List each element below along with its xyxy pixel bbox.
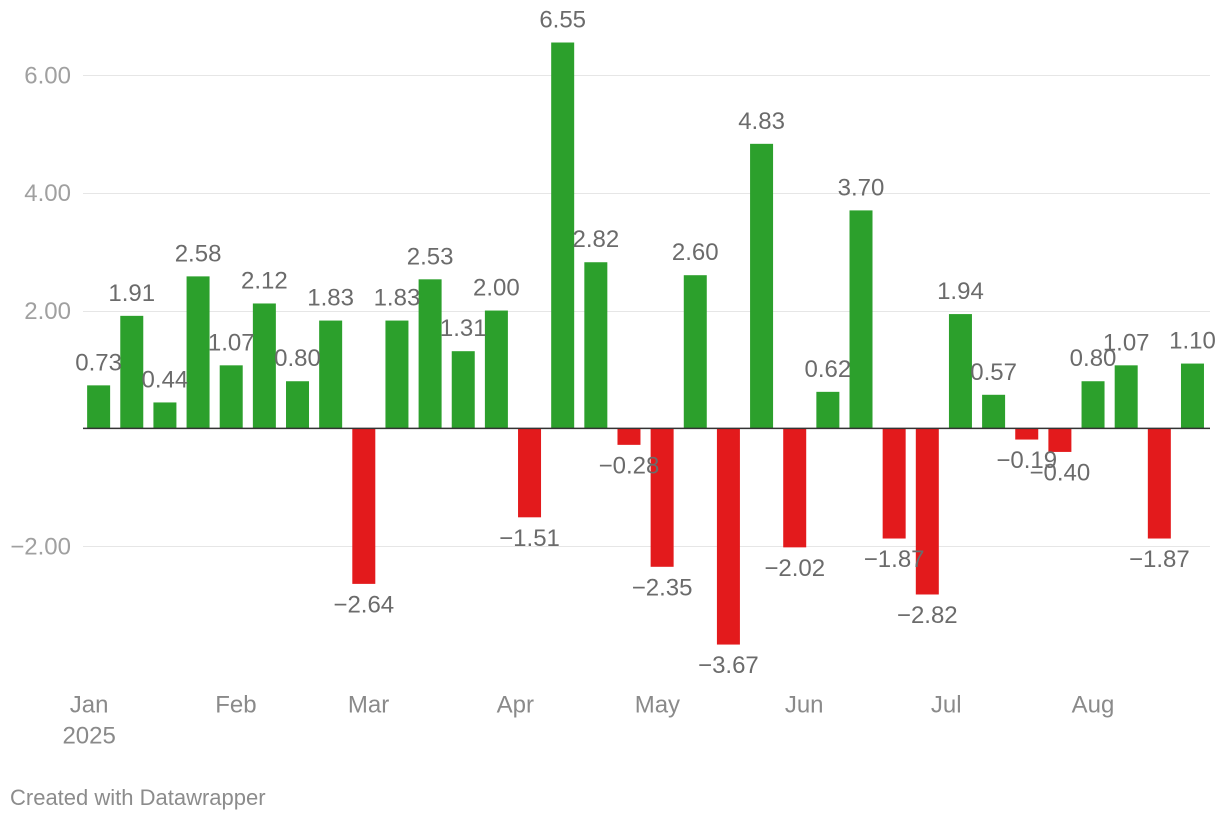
value-label: −1.87 xyxy=(864,546,925,573)
value-label: 1.91 xyxy=(108,280,155,307)
value-label: −3.67 xyxy=(698,652,759,679)
bar-positive xyxy=(153,402,177,429)
value-label: −0.19 xyxy=(996,447,1057,474)
value-label: 1.83 xyxy=(307,285,354,312)
bar-negative xyxy=(1147,428,1171,539)
bars xyxy=(87,42,1204,645)
bar-positive xyxy=(484,310,508,429)
bar-negative xyxy=(352,428,376,584)
value-label: 0.80 xyxy=(1070,345,1117,372)
bar-negative xyxy=(716,428,740,645)
y-axis-labels: 6.00 4.00 2.00 −2.00 xyxy=(10,62,71,560)
value-label: −2.82 xyxy=(897,602,958,629)
bar-negative xyxy=(1015,428,1039,440)
x-tick-label-month: Mar xyxy=(348,692,389,719)
bar-positive xyxy=(948,314,972,429)
value-label: 2.12 xyxy=(241,267,288,294)
value-label: −1.87 xyxy=(1129,546,1190,573)
value-label: 0.57 xyxy=(970,359,1017,386)
x-tick-label-month: Jul xyxy=(931,692,962,719)
y-tick-label: 2.00 xyxy=(24,298,71,325)
value-label: 0.73 xyxy=(75,349,122,376)
bar-positive xyxy=(982,394,1006,429)
bar-positive xyxy=(120,315,144,429)
value-label: 1.83 xyxy=(374,285,421,312)
bar-chart: 6.00 4.00 2.00 −2.00 0.73 1.91 0.44 2.58 1.07 2.… xyxy=(10,7,1216,750)
value-label: 2.60 xyxy=(672,239,719,266)
bar-positive xyxy=(418,279,442,429)
value-label: 1.07 xyxy=(1103,329,1150,356)
bar-negative xyxy=(1048,428,1072,452)
value-labels: 0.73 1.91 0.44 2.58 1.07 2.12 0.80 1.83 −2.64 1.8… xyxy=(75,7,1216,680)
bar-positive xyxy=(219,365,243,429)
bar-negative xyxy=(783,428,807,548)
bar-negative xyxy=(882,428,906,539)
credit-footer: Created with Datawrapper xyxy=(10,785,266,810)
bar-positive xyxy=(1180,363,1204,429)
value-label: 3.70 xyxy=(838,174,885,201)
x-tick-label-month: Jun xyxy=(785,692,824,719)
bar-positive xyxy=(816,391,840,429)
x-tick-label-year: 2025 xyxy=(62,723,115,750)
bar-negative xyxy=(518,428,542,518)
value-label: 1.10 xyxy=(1169,328,1216,355)
value-label: 2.58 xyxy=(175,240,222,267)
bar-positive xyxy=(1081,381,1105,429)
bar-positive xyxy=(385,320,409,429)
bar-negative xyxy=(915,428,939,595)
value-label: −0.28 xyxy=(599,452,660,479)
y-tick-label: −2.00 xyxy=(10,534,71,561)
x-tick-label-month: Jan xyxy=(70,692,109,719)
value-label: 0.44 xyxy=(142,366,189,393)
value-label: 0.62 xyxy=(805,356,852,383)
value-label: 2.82 xyxy=(572,226,619,253)
y-tick-label: 4.00 xyxy=(24,180,71,207)
x-tick-label-month: Aug xyxy=(1072,692,1115,719)
x-tick-label-month: May xyxy=(635,692,680,719)
bar-positive xyxy=(551,42,575,429)
value-label: −2.64 xyxy=(333,591,394,618)
value-label: −2.02 xyxy=(764,555,825,582)
y-tick-label: 6.00 xyxy=(24,62,71,89)
x-tick-label-month: Feb xyxy=(215,692,256,719)
bar-positive xyxy=(186,276,210,429)
value-label: 4.83 xyxy=(738,108,785,135)
value-label: −0.40 xyxy=(1030,459,1091,486)
value-label: 0.80 xyxy=(274,345,321,372)
bar-negative xyxy=(650,428,674,567)
value-label: 1.07 xyxy=(208,329,255,356)
bar-positive xyxy=(683,275,707,429)
bar-positive xyxy=(584,262,608,429)
value-label: 1.94 xyxy=(937,278,984,305)
value-label: 6.55 xyxy=(539,7,586,34)
value-label: −2.35 xyxy=(632,574,693,601)
value-label: 2.00 xyxy=(473,275,520,302)
bar-positive xyxy=(319,320,343,429)
value-label: 2.53 xyxy=(407,243,454,270)
bar-positive xyxy=(849,210,873,429)
bar-positive xyxy=(451,351,475,429)
value-label: 1.31 xyxy=(440,315,487,342)
value-label: −1.51 xyxy=(499,525,560,552)
bar-positive xyxy=(87,385,111,429)
bar-positive xyxy=(1114,365,1138,429)
bar-positive xyxy=(252,303,276,429)
bar-positive xyxy=(750,143,774,429)
bar-positive xyxy=(286,381,310,429)
x-tick-label-month: Apr xyxy=(497,692,534,719)
x-axis-labels: Jan 2025 Feb Mar Apr May Jun Jul Aug xyxy=(62,692,1114,750)
bar-negative xyxy=(617,428,641,445)
